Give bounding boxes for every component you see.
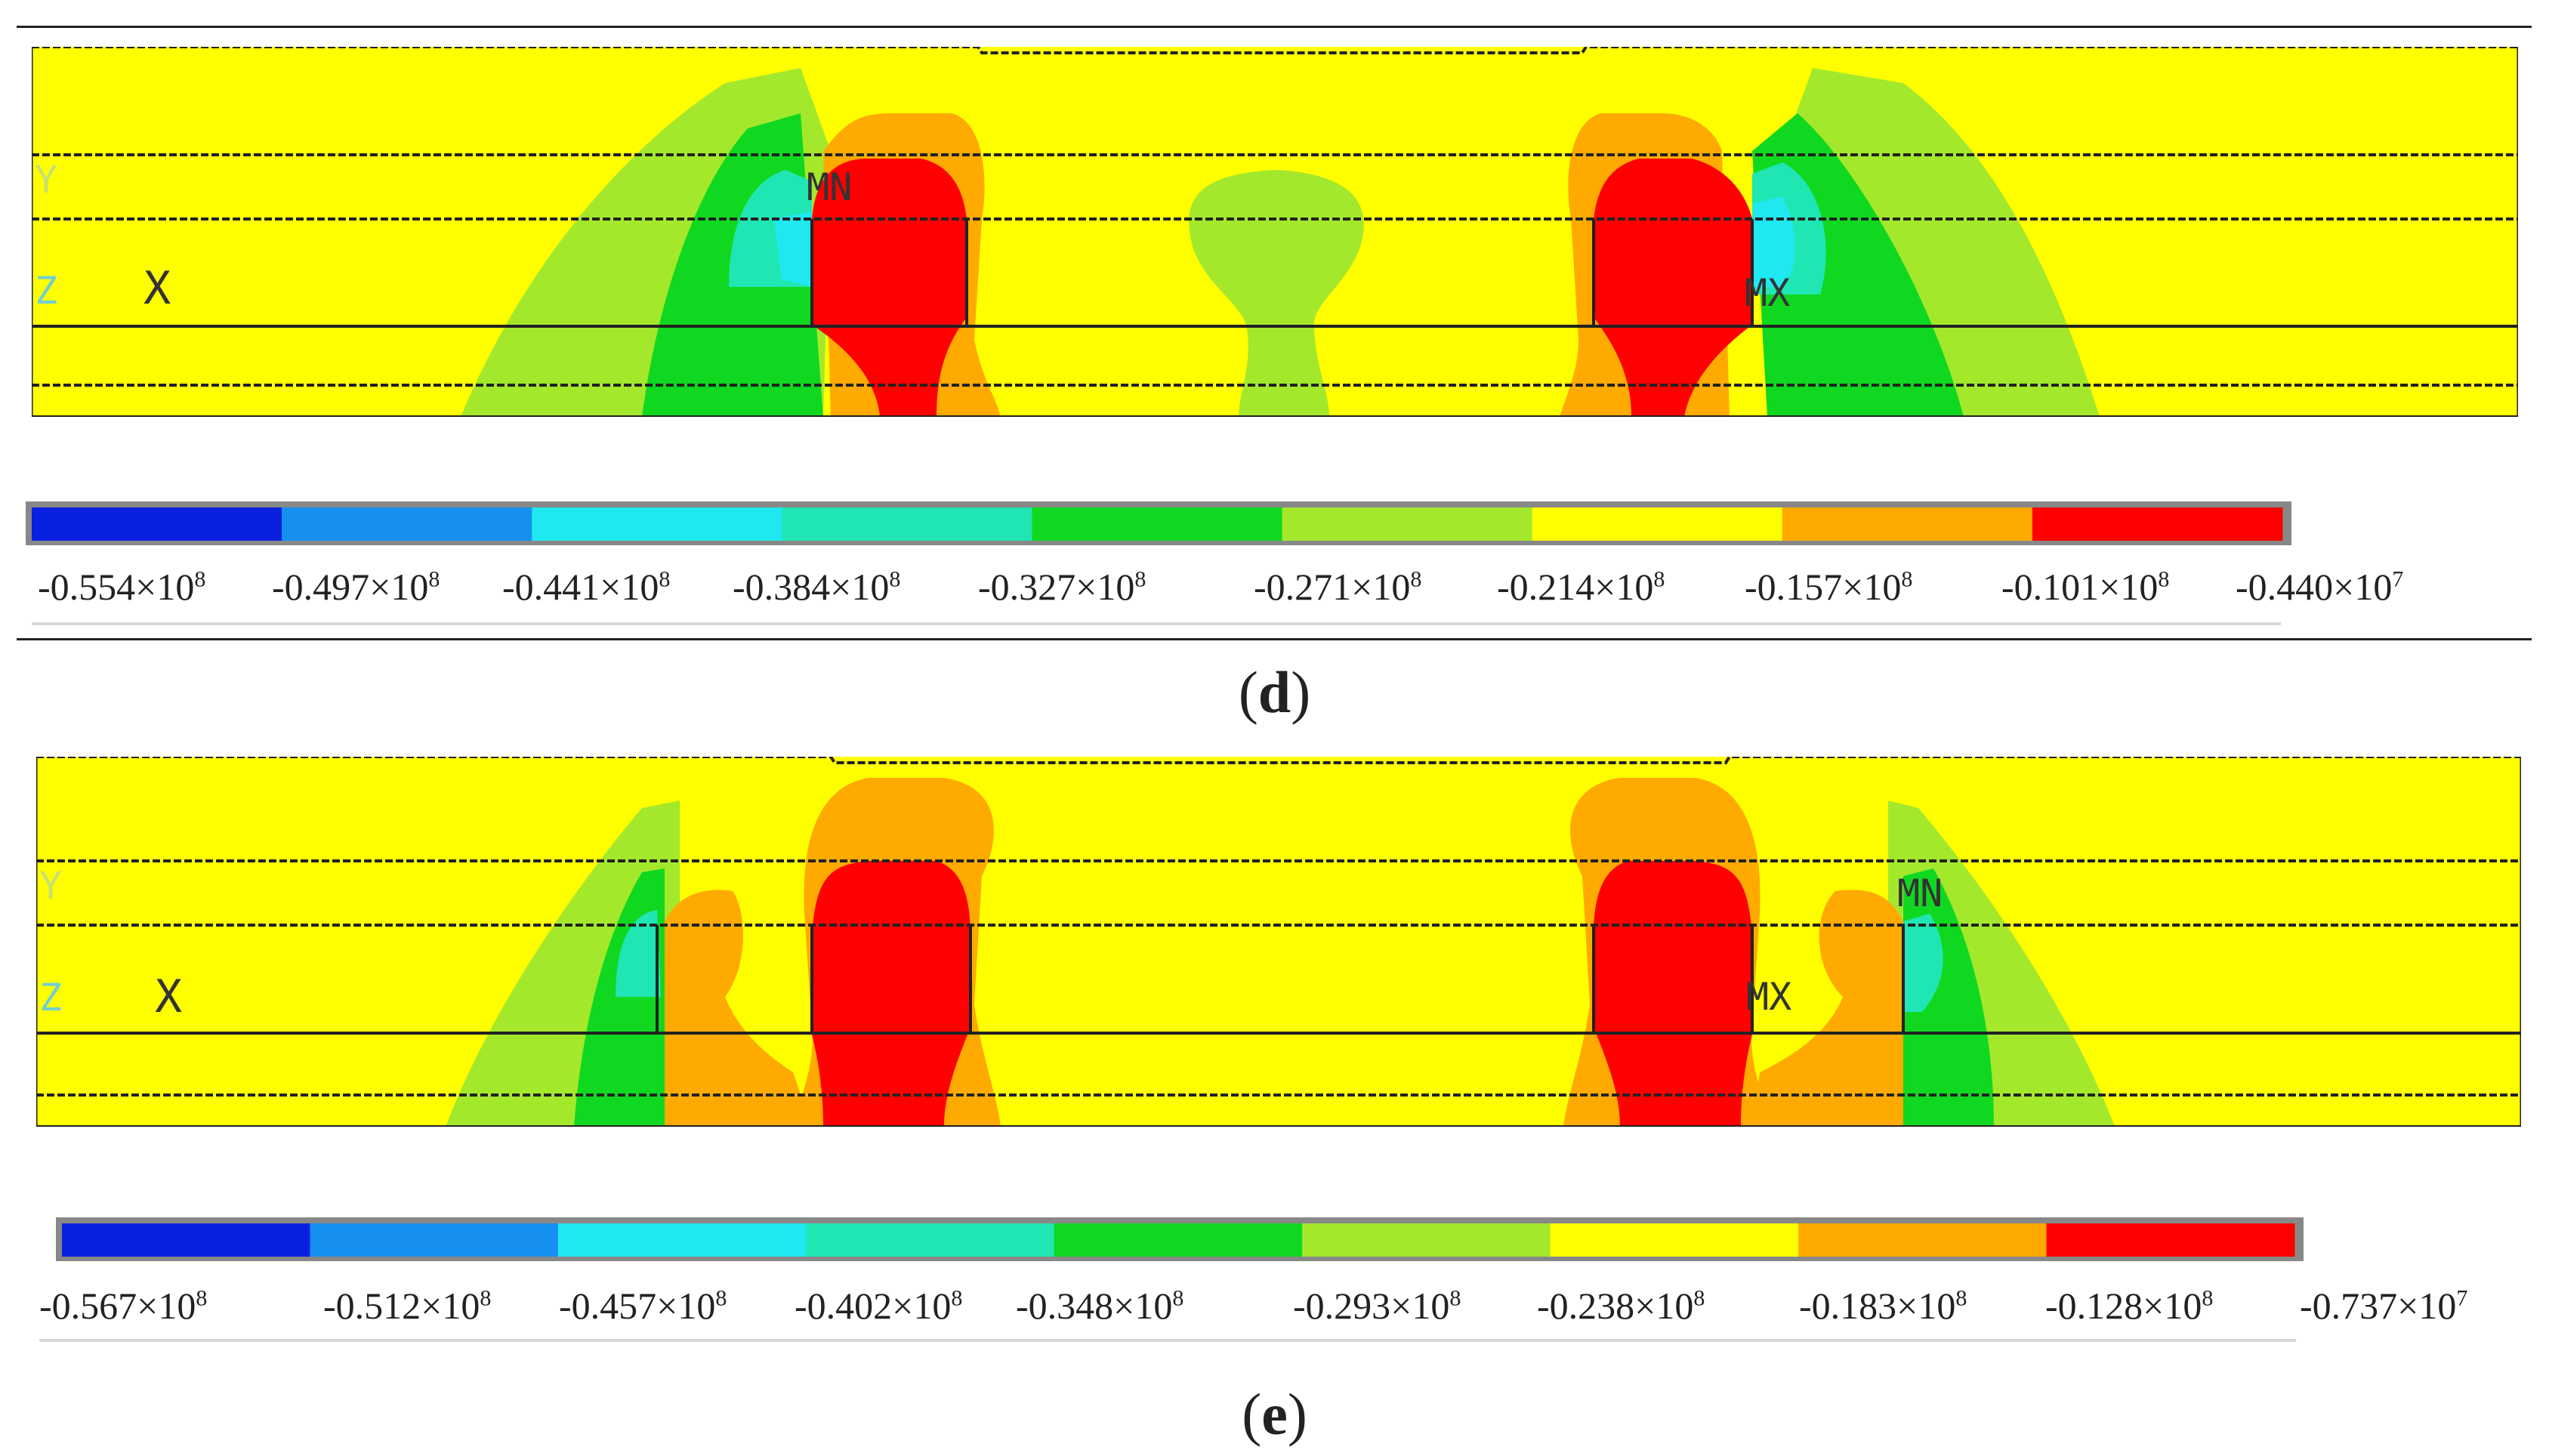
legend-label-e-4: -0.348×108 bbox=[1016, 1285, 1184, 1327]
legend-label-d-6: -0.214×108 bbox=[1497, 566, 1665, 608]
plot-background-e bbox=[36, 757, 2521, 1127]
caption-e: (e) bbox=[1242, 1381, 1307, 1447]
contour-red-right-e bbox=[1594, 861, 1752, 1127]
legend-label-d-4: -0.327×108 bbox=[978, 566, 1146, 608]
mn-marker-d: MN bbox=[807, 165, 852, 209]
legend-label-e-8: -0.128×108 bbox=[2045, 1285, 2214, 1327]
contour-red-left-e bbox=[812, 861, 971, 1127]
mx-marker-d: MX bbox=[1745, 271, 1790, 315]
legend-swatch-d-0 bbox=[32, 507, 282, 541]
legend-label-d-9: -0.440×107 bbox=[2236, 566, 2404, 608]
legend-swatch-d-6 bbox=[1532, 507, 1783, 541]
contour-red-left-d bbox=[812, 159, 967, 417]
legend-swatch-d-4 bbox=[1032, 507, 1283, 541]
legend-label-d-7: -0.157×108 bbox=[1745, 566, 1913, 608]
top-divider bbox=[17, 26, 2532, 28]
legend-label-e-5: -0.293×108 bbox=[1293, 1285, 1461, 1327]
legend-swatch-d-2 bbox=[532, 507, 782, 541]
legend-swatch-e-3 bbox=[806, 1223, 1055, 1257]
legend-label-d-0: -0.554×108 bbox=[38, 566, 206, 608]
contour-lightcyan-right-d bbox=[1752, 196, 1795, 287]
legend-label-d-1: -0.497×108 bbox=[272, 566, 440, 608]
axis-y-label-e: Y bbox=[39, 864, 62, 908]
axis-z-label-d: Z bbox=[35, 269, 57, 313]
legend-label-e-6: -0.238×108 bbox=[1537, 1285, 1705, 1327]
axis-x-label-e: X bbox=[155, 970, 182, 1023]
axis-y-label-d: Y bbox=[35, 158, 57, 202]
contour-lightcyan-left-d bbox=[774, 211, 812, 287]
legend-labels-e: -0.567×108 -0.512×108 -0.457×108 -0.402×… bbox=[0, 1284, 2549, 1352]
legend-swatch-e-4 bbox=[1054, 1223, 1303, 1257]
contour-orange-arm-right-e bbox=[1752, 890, 1903, 1127]
legend-label-d-5: -0.271×108 bbox=[1254, 566, 1422, 608]
contour-cyan-right-e bbox=[1903, 914, 1943, 1012]
legend-labels-d: -0.554×108 -0.497×108 -0.441×108 -0.384×… bbox=[0, 565, 2549, 633]
legend-label-e-9: -0.737×107 bbox=[2300, 1285, 2468, 1327]
legend-swatch-e-8 bbox=[2046, 1223, 2295, 1257]
legend-label-d-2: -0.441×108 bbox=[502, 566, 671, 608]
legend-label-e-2: -0.457×108 bbox=[559, 1285, 727, 1327]
contour-red-right-d bbox=[1594, 159, 1752, 417]
legend-bar-d bbox=[26, 501, 2291, 545]
legend-label-d-3: -0.384×108 bbox=[733, 566, 901, 608]
legend-swatch-e-2 bbox=[557, 1223, 807, 1257]
axis-z-label-e: Z bbox=[39, 976, 62, 1020]
legend-swatch-e-6 bbox=[1550, 1223, 1799, 1257]
mn-marker-e: MN bbox=[1897, 871, 1943, 915]
legend-swatch-d-5 bbox=[1282, 507, 1533, 541]
contour-plot-d: MN MX X Y Z bbox=[26, 47, 2518, 625]
panel-d: MN MX X Y Z -0.554×108 -0.497×108 -0.441… bbox=[0, 47, 2549, 725]
legend-label-e-0: -0.567×108 bbox=[39, 1285, 208, 1327]
legend-swatch-e-0 bbox=[62, 1223, 310, 1257]
legend-bar-e bbox=[56, 1217, 2304, 1261]
legend-label-e-7: -0.183×108 bbox=[1799, 1285, 1967, 1327]
panel-e: MN MX X Y Z -0.567×108 -0.512×108 -0.457… bbox=[0, 740, 2549, 1456]
legend-label-e-3: -0.402×108 bbox=[795, 1285, 963, 1327]
contour-plot-e: MN MX X Y Z bbox=[36, 757, 2521, 1342]
legend-label-d-8: -0.101×108 bbox=[2001, 566, 2170, 608]
legend-swatch-d-8 bbox=[2032, 507, 2283, 541]
legend-swatch-d-7 bbox=[1782, 507, 2033, 541]
mx-marker-e: MX bbox=[1746, 975, 1791, 1019]
legend-swatch-e-5 bbox=[1302, 1223, 1551, 1257]
legend-swatch-d-3 bbox=[782, 507, 1032, 541]
legend-label-e-1: -0.512×108 bbox=[323, 1285, 492, 1327]
legend-swatch-d-1 bbox=[282, 507, 532, 541]
legend-swatch-e-7 bbox=[1798, 1223, 2048, 1257]
axis-x-label-d: X bbox=[143, 262, 171, 315]
mesh-top-d bbox=[32, 47, 2518, 54]
middle-divider bbox=[17, 638, 2532, 640]
contour-orange-arm-left-e bbox=[665, 890, 812, 1127]
caption-d: (d) bbox=[1238, 659, 1311, 725]
contour-cyan-left-e bbox=[616, 910, 661, 997]
contour-center-blob-d bbox=[1189, 170, 1364, 417]
legend-swatch-e-1 bbox=[310, 1223, 559, 1257]
